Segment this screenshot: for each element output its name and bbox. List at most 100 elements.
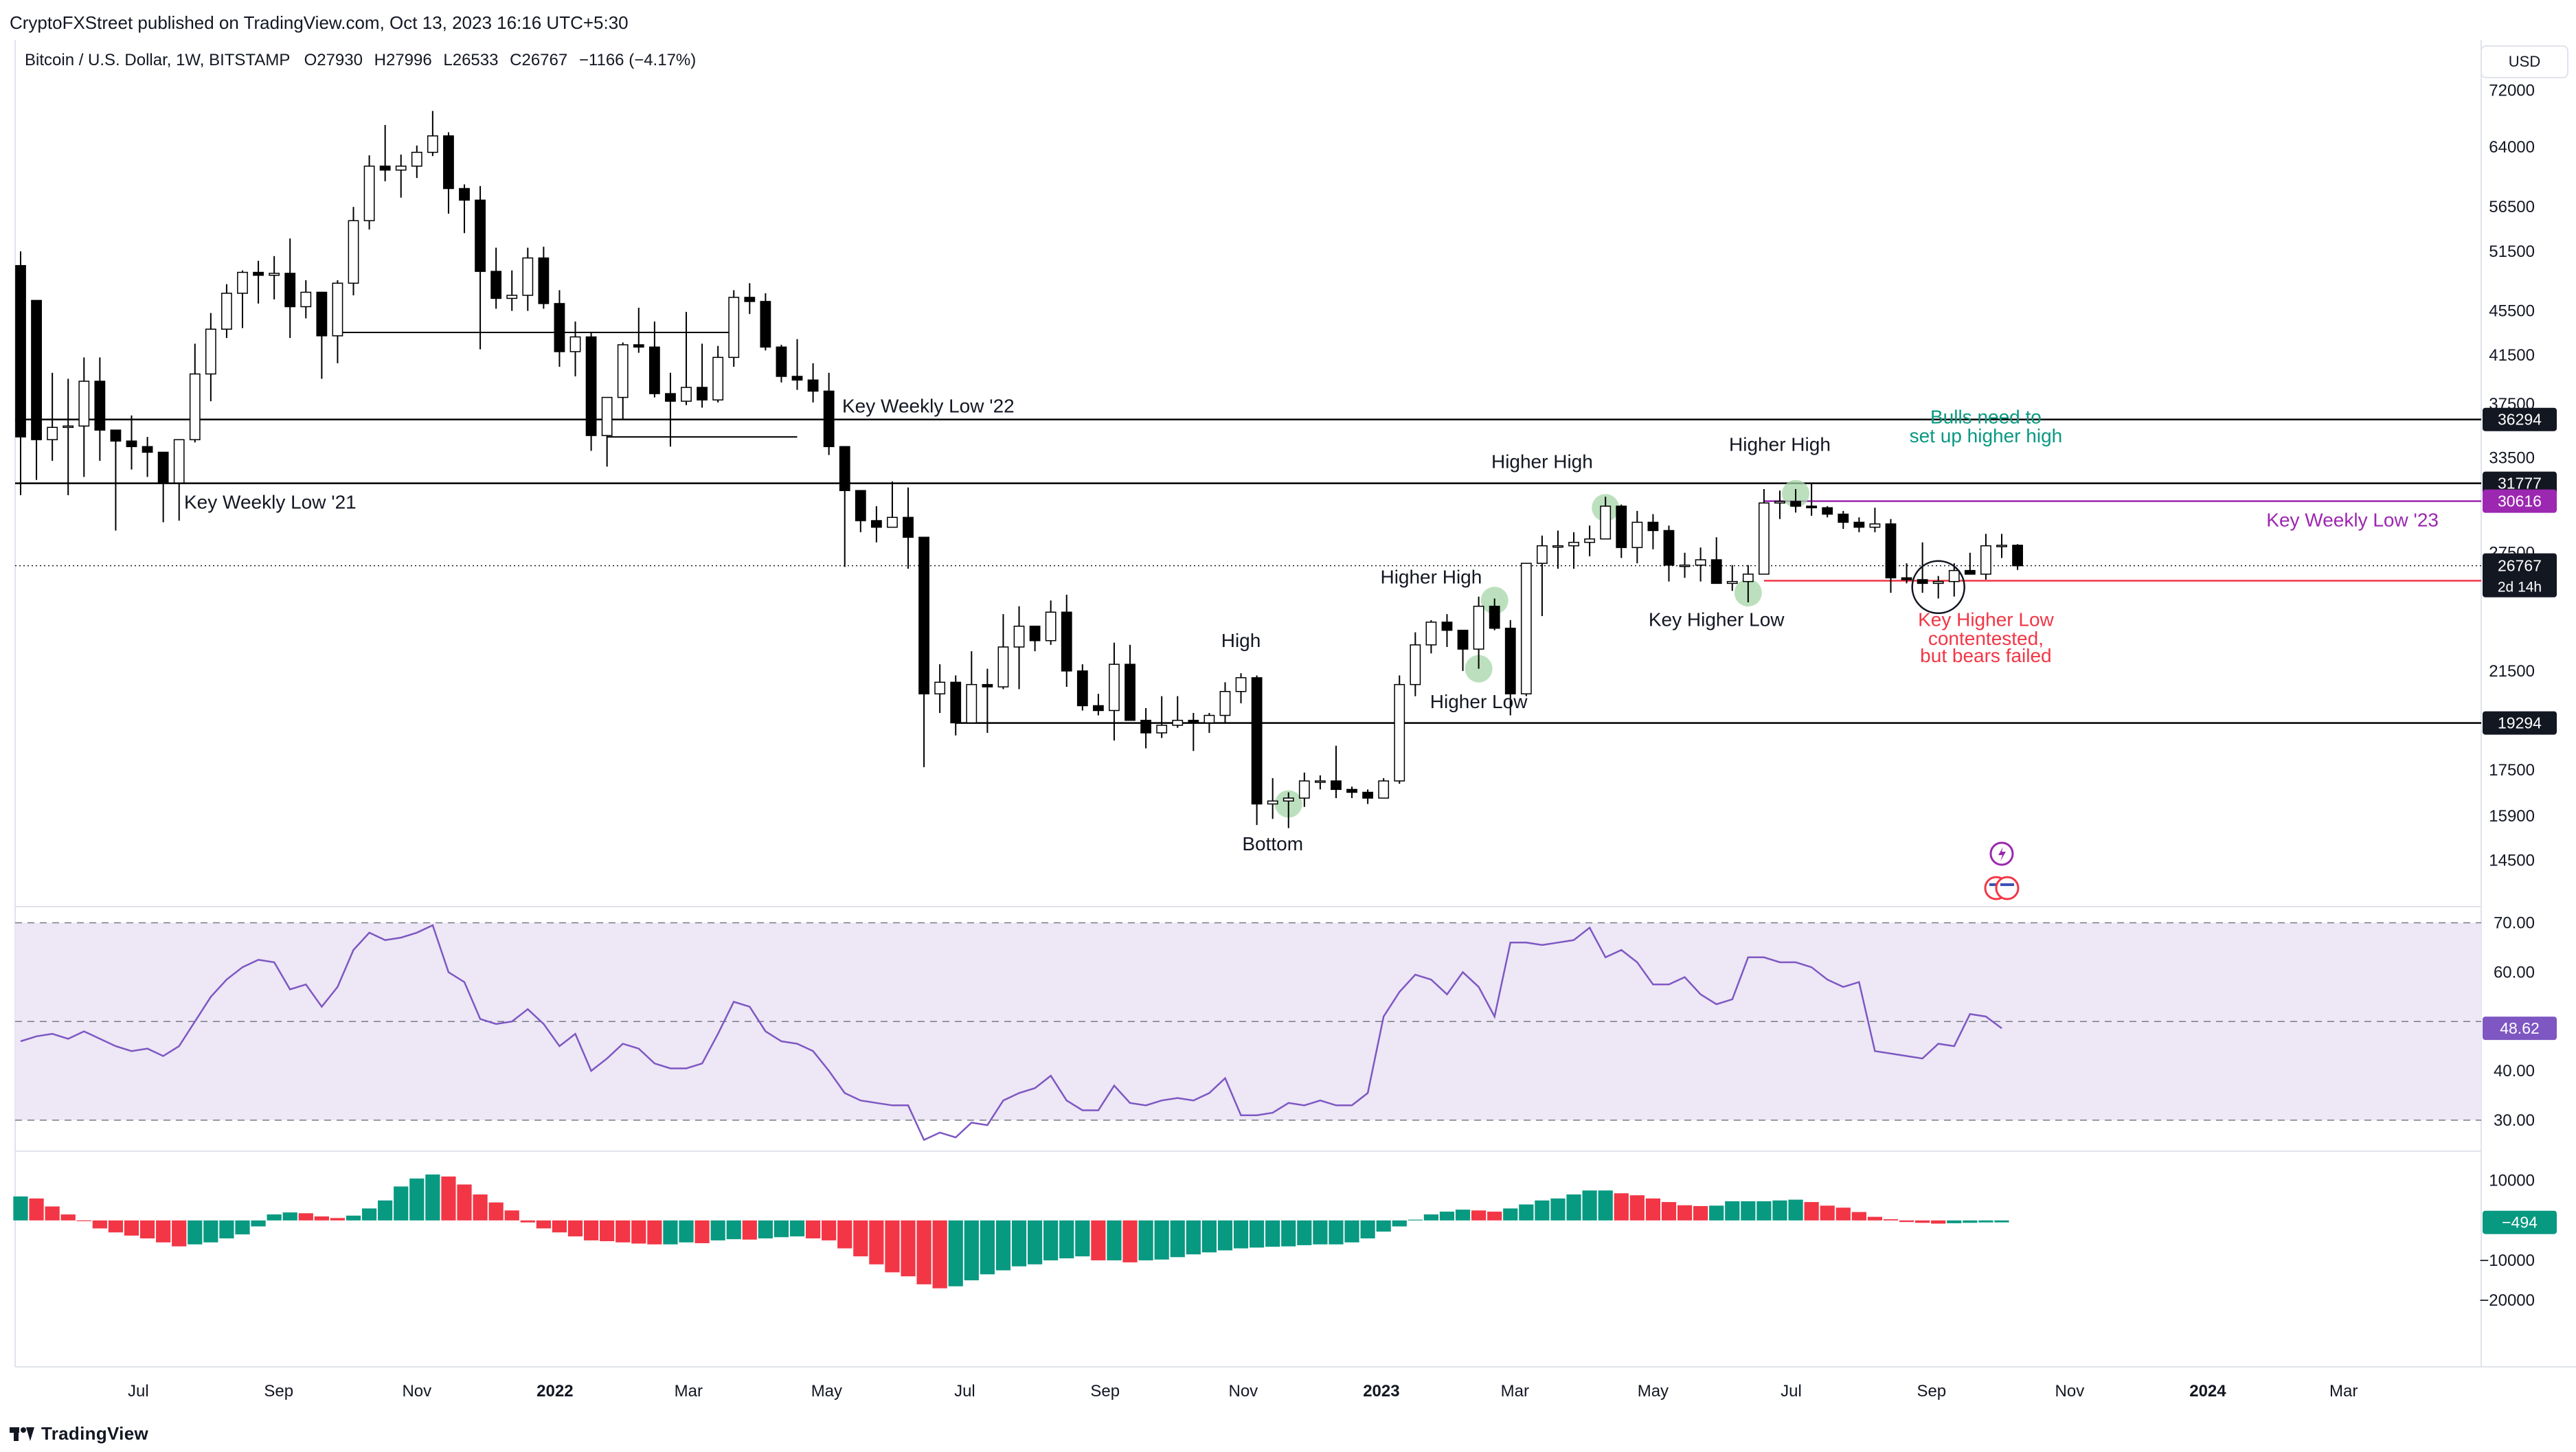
currency-button[interactable]: USD <box>2481 45 2568 78</box>
candle[interactable] <box>1679 552 1691 578</box>
candle[interactable] <box>379 125 391 181</box>
candle[interactable] <box>1045 600 1057 645</box>
candle[interactable] <box>506 270 518 311</box>
candle[interactable] <box>1219 682 1231 723</box>
candle[interactable] <box>1125 644 1136 721</box>
candle[interactable] <box>1188 713 1199 751</box>
candle[interactable] <box>221 284 232 339</box>
candle[interactable] <box>443 132 454 214</box>
candle[interactable] <box>1948 563 1960 597</box>
candle[interactable] <box>15 251 26 495</box>
candle[interactable] <box>1283 792 1294 828</box>
candle[interactable] <box>110 429 122 531</box>
candle[interactable] <box>1473 596 1484 669</box>
candle[interactable] <box>601 396 613 467</box>
candle[interactable] <box>316 291 328 379</box>
candle[interactable] <box>760 293 771 351</box>
candle[interactable] <box>681 312 692 405</box>
candle[interactable] <box>332 280 343 363</box>
candle[interactable] <box>855 490 866 532</box>
candle[interactable] <box>950 675 962 736</box>
candle[interactable] <box>475 185 486 350</box>
candle[interactable] <box>997 614 1009 690</box>
rsi-line[interactable] <box>20 924 2002 1142</box>
candle[interactable] <box>839 446 850 567</box>
candle[interactable] <box>1647 514 1659 549</box>
candle[interactable] <box>253 260 264 304</box>
candle[interactable] <box>300 280 312 319</box>
candle[interactable] <box>522 247 534 311</box>
candle[interactable] <box>1822 506 1833 518</box>
candle[interactable] <box>1964 552 1976 575</box>
candle[interactable] <box>554 290 565 367</box>
candle[interactable] <box>1109 642 1120 741</box>
candle[interactable] <box>1980 534 1991 580</box>
candle[interactable] <box>189 343 201 443</box>
candle[interactable] <box>1885 519 1897 593</box>
tradingview-logo[interactable]: TradingView <box>10 1422 148 1445</box>
candle[interactable] <box>1489 598 1500 631</box>
candle[interactable] <box>1600 497 1612 540</box>
candle[interactable] <box>1726 565 1738 591</box>
candle[interactable] <box>1140 707 1152 749</box>
candle[interactable] <box>1298 772 1310 807</box>
candle[interactable] <box>1932 576 1944 599</box>
candle[interactable] <box>205 313 216 402</box>
candle[interactable] <box>1996 534 2007 558</box>
candle[interactable] <box>269 256 280 299</box>
candle[interactable] <box>807 363 819 402</box>
candle[interactable] <box>966 651 978 724</box>
candle[interactable] <box>142 437 153 477</box>
candle[interactable] <box>1616 504 1627 558</box>
candle[interactable] <box>1742 565 1754 603</box>
candle[interactable] <box>173 439 185 521</box>
candle[interactable] <box>776 344 787 383</box>
candle[interactable] <box>1838 510 1849 530</box>
candle[interactable] <box>1362 789 1374 804</box>
candle[interactable] <box>1251 675 1263 826</box>
candle[interactable] <box>712 345 724 402</box>
candle[interactable] <box>1061 594 1072 688</box>
candle[interactable] <box>1029 625 1041 652</box>
symbol-legend[interactable]: Bitcoin / U.S. Dollar, 1W, BITSTAMP O279… <box>25 51 696 70</box>
candle[interactable] <box>1076 664 1088 711</box>
candle[interactable] <box>1314 775 1326 790</box>
candle[interactable] <box>1853 517 1865 532</box>
lightning-icon[interactable] <box>1989 841 2014 866</box>
candle[interactable] <box>1013 606 1025 690</box>
candle[interactable] <box>1235 673 1247 703</box>
candle[interactable] <box>1631 510 1643 564</box>
candle[interactable] <box>2012 544 2023 570</box>
candle[interactable] <box>1663 525 1675 582</box>
candle[interactable] <box>538 247 550 309</box>
candle[interactable] <box>1869 508 1881 532</box>
candle[interactable] <box>1267 778 1278 819</box>
candle[interactable] <box>78 357 90 477</box>
candle[interactable] <box>569 321 581 376</box>
candle[interactable] <box>903 487 914 569</box>
candle[interactable] <box>126 415 137 470</box>
candle[interactable] <box>363 155 375 230</box>
candle[interactable] <box>617 342 629 420</box>
candle[interactable] <box>887 481 898 528</box>
candle[interactable] <box>1520 563 1532 696</box>
candle[interactable] <box>63 378 74 495</box>
candle[interactable] <box>1790 488 1801 513</box>
candle[interactable] <box>1441 614 1453 647</box>
candle[interactable] <box>1759 488 1770 575</box>
candle[interactable] <box>1172 696 1184 728</box>
candle[interactable] <box>348 207 359 295</box>
candle[interactable] <box>490 247 502 309</box>
candle[interactable] <box>237 270 248 328</box>
candle[interactable] <box>982 668 993 733</box>
candle[interactable] <box>1394 675 1405 784</box>
candle[interactable] <box>1552 530 1563 569</box>
candle[interactable] <box>744 283 756 315</box>
candle[interactable] <box>1584 525 1596 556</box>
candle[interactable] <box>823 372 835 455</box>
candle[interactable] <box>1710 537 1722 585</box>
candle[interactable] <box>1204 713 1215 733</box>
candle[interactable] <box>1156 696 1168 738</box>
candle[interactable] <box>427 111 438 157</box>
candle[interactable] <box>1331 745 1342 798</box>
